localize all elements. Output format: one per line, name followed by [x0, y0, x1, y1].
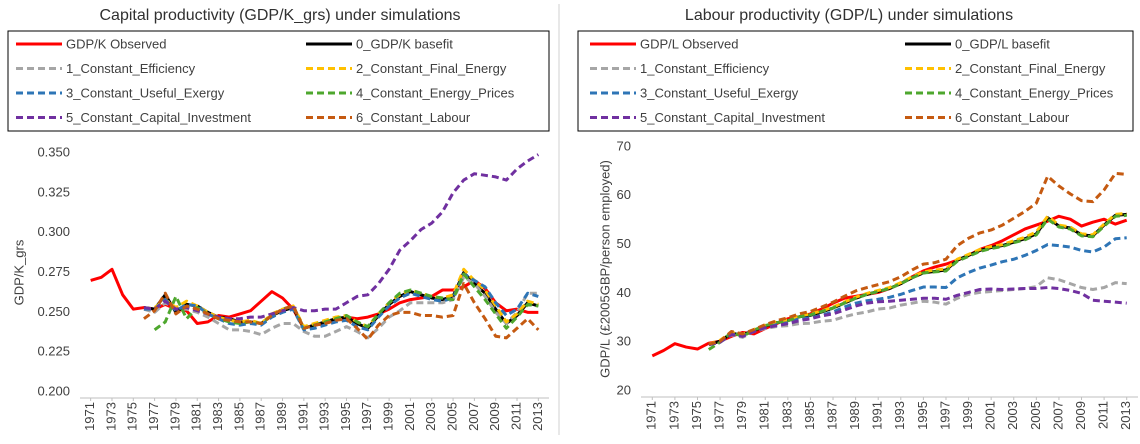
y-tick-label: 30 — [617, 334, 631, 349]
chart-title: Capital productivity (GDP/K_grs) under s… — [99, 7, 460, 24]
x-tick-label: 1983 — [210, 402, 225, 431]
x-tick-label: 1993 — [892, 401, 907, 430]
y-tick-label: 20 — [617, 382, 631, 397]
x-tick-label: 1999 — [381, 402, 396, 431]
x-tick-label: 1997 — [359, 402, 374, 431]
y-tick-label: 0.275 — [37, 264, 70, 279]
x-tick-label: 1971 — [82, 402, 97, 431]
legend-label: 0_GDP/K basefit — [356, 36, 453, 51]
y-tick-label: 40 — [617, 285, 631, 300]
x-tick-label: 1991 — [870, 401, 885, 430]
x-tick-label: 2007 — [466, 402, 481, 431]
x-tick-label: 2011 — [1096, 401, 1111, 429]
x-tick-label: 1977 — [712, 401, 727, 430]
x-tick-label: 2009 — [1073, 401, 1088, 430]
legend-label: 6_Constant_Labour — [356, 110, 471, 125]
x-tick-label: 1991 — [295, 402, 310, 431]
x-tick-label: 1981 — [757, 401, 772, 430]
series-line — [708, 171, 1127, 346]
x-tick-label: 1977 — [146, 402, 161, 431]
x-tick-label: 2003 — [423, 402, 438, 431]
x-tick-label: 1997 — [937, 401, 952, 430]
x-tick-label: 2001 — [983, 401, 998, 430]
y-tick-label: 0.225 — [37, 344, 70, 359]
legend-label: GDP/K Observed — [66, 36, 166, 51]
chart-title: Labour productivity (GDP/L) under simula… — [685, 7, 1013, 24]
y-tick-label: 0.350 — [37, 144, 70, 159]
x-tick-label: 2005 — [445, 402, 460, 431]
x-tick-label: 1975 — [689, 401, 704, 430]
x-tick-label: 1971 — [644, 401, 659, 430]
legend-label: 2_Constant_Final_Energy — [955, 61, 1106, 76]
x-tick-label: 2003 — [1005, 401, 1020, 430]
series-line — [708, 286, 1127, 347]
x-tick-label: 1973 — [103, 402, 118, 431]
y-axis-title: GDP/K_grs — [11, 239, 26, 305]
x-tick-label: 1973 — [666, 401, 681, 430]
series-line — [708, 236, 1127, 347]
legend-label: 3_Constant_Useful_Exergy — [66, 85, 225, 100]
series-line — [708, 211, 1127, 346]
x-tick-label: 2001 — [402, 402, 417, 431]
x-tick-label: 2013 — [1118, 401, 1133, 430]
x-tick-label: 1987 — [824, 401, 839, 430]
x-tick-label: 2009 — [487, 402, 502, 431]
legend-label: 4_Constant_Energy_Prices — [955, 85, 1114, 100]
legend-label: GDP/L Observed — [640, 36, 739, 51]
legend-label: 5_Constant_Capital_Investment — [66, 110, 251, 125]
x-tick-label: 1983 — [779, 401, 794, 430]
legend-box — [577, 30, 1134, 132]
legend-label: 1_Constant_Efficiency — [66, 61, 196, 76]
x-tick-label: 1979 — [734, 401, 749, 430]
series-line — [143, 153, 540, 321]
series-line — [143, 282, 540, 341]
x-tick-label: 1993 — [317, 402, 332, 431]
series-line — [707, 213, 1127, 351]
y-tick-label: 0.200 — [37, 383, 70, 398]
x-tick-label: 1989 — [847, 401, 862, 430]
x-tick-label: 1985 — [802, 401, 817, 430]
legend-label: 0_GDP/L basefit — [955, 36, 1050, 51]
x-tick-label: 1995 — [338, 402, 353, 431]
x-tick-label: 1985 — [231, 402, 246, 431]
legend-label: 1_Constant_Efficiency — [640, 61, 770, 76]
legend-label: 6_Constant_Labour — [955, 110, 1070, 125]
y-tick-label: 60 — [617, 187, 631, 202]
x-tick-label: 1975 — [125, 402, 140, 431]
x-tick-label: 1981 — [189, 402, 204, 431]
y-tick-label: 0.250 — [37, 304, 70, 319]
legend-box — [7, 30, 550, 132]
x-tick-label: 2011 — [508, 402, 523, 430]
legend-label: 2_Constant_Final_Energy — [356, 61, 507, 76]
legend-label: 3_Constant_Useful_Exergy — [640, 85, 799, 100]
legend-label: 4_Constant_Energy_Prices — [356, 85, 515, 100]
y-axis-title: GDP/L (£2005GBP/person employed) — [597, 160, 612, 378]
x-tick-label: 1999 — [960, 401, 975, 430]
x-tick-label: 1995 — [915, 401, 930, 430]
x-tick-label: 2013 — [530, 402, 545, 431]
y-tick-label: 70 — [617, 138, 631, 153]
y-tick-label: 0.300 — [37, 224, 70, 239]
x-tick-label: 1979 — [167, 402, 182, 431]
y-tick-label: 50 — [617, 236, 631, 251]
x-tick-label: 1987 — [253, 402, 268, 431]
x-tick-label: 2007 — [1050, 401, 1065, 430]
legend-label: 5_Constant_Capital_Investment — [640, 110, 825, 125]
x-tick-label: 1989 — [274, 402, 289, 431]
x-tick-label: 2005 — [1028, 401, 1043, 430]
y-tick-label: 0.325 — [37, 184, 70, 199]
